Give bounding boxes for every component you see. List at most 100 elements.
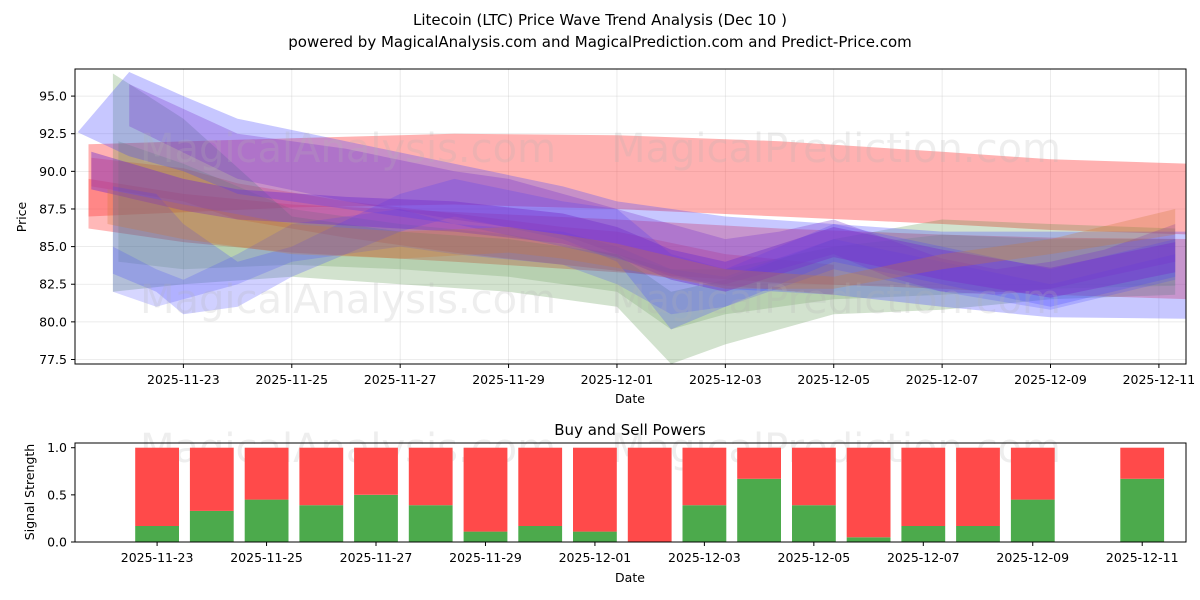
price-x-axis-label: Date bbox=[615, 391, 645, 406]
buy-bar bbox=[354, 494, 398, 542]
sell-bar bbox=[846, 447, 891, 538]
buy-bar bbox=[1120, 478, 1165, 542]
price-watermark: MagicalPrediction.com bbox=[611, 126, 1061, 172]
price-y-tick-label: 92.5 bbox=[39, 126, 67, 141]
buy-sell-y-tick-label: 1.0 bbox=[47, 440, 67, 455]
chart-subtitle: powered by MagicalAnalysis.com and Magic… bbox=[288, 33, 912, 51]
price-wave-band bbox=[112, 178, 1176, 330]
buy-sell-x-tick-label: 2025-12-09 bbox=[996, 550, 1069, 565]
price-x-tick-label: 2025-11-25 bbox=[255, 372, 328, 387]
buy-bar bbox=[792, 505, 836, 542]
buy-sell-x-tick-label: 2025-12-11 bbox=[1106, 550, 1179, 565]
sell-bar bbox=[627, 447, 672, 542]
price-x-tick-label: 2025-11-29 bbox=[472, 372, 545, 387]
sell-bar bbox=[244, 447, 289, 500]
sell-bar bbox=[1120, 447, 1165, 479]
sell-bar bbox=[737, 447, 781, 479]
price-watermarks: MagicalAnalysis.com MagicalPrediction.co… bbox=[140, 126, 1061, 323]
buy-sell-x-tick-label: 2025-12-05 bbox=[778, 550, 851, 565]
sell-bar bbox=[463, 447, 508, 532]
sell-bar bbox=[682, 447, 727, 506]
buy-sell-x-tick-label: 2025-11-23 bbox=[121, 550, 194, 565]
buy-sell-plot-frame bbox=[74, 442, 1187, 543]
buy-bar bbox=[573, 531, 617, 542]
buy-sell-y-tick-label: 0.0 bbox=[47, 535, 67, 550]
price-x-tick-label: 2025-11-27 bbox=[364, 372, 437, 387]
price-wave-band bbox=[77, 72, 1186, 319]
price-y-tick-label: 95.0 bbox=[39, 89, 67, 104]
price-x-axis: 2025-11-23 2025-11-25 2025-11-27 2025-11-29… bbox=[147, 364, 1195, 387]
buy-sell-x-tick-label: 2025-11-25 bbox=[230, 550, 303, 565]
buy-sell-x-axis: 2025-11-23 2025-11-25 2025-11-27 2025-11-29… bbox=[121, 542, 1179, 565]
price-x-tick-label: 2025-12-07 bbox=[906, 372, 979, 387]
sell-bar bbox=[573, 447, 617, 532]
buy-sell-title: Buy and Sell Powers bbox=[554, 421, 706, 439]
sell-bar bbox=[408, 447, 453, 506]
price-y-tick-label: 85.0 bbox=[39, 239, 67, 254]
price-x-tick-label: 2025-12-03 bbox=[689, 372, 762, 387]
buy-sell-x-tick-label: 2025-12-07 bbox=[887, 550, 960, 565]
buy-bar bbox=[189, 510, 234, 542]
price-band-group bbox=[77, 72, 1186, 364]
price-x-tick-label: 2025-12-01 bbox=[581, 372, 654, 387]
sell-bar bbox=[518, 447, 563, 526]
buy-bar bbox=[135, 526, 179, 542]
buy-sell-chart: Buy and Sell Powers MagicalAnalysis.com … bbox=[22, 421, 1187, 585]
price-wave-band bbox=[112, 209, 1176, 315]
price-y-tick-label: 82.5 bbox=[39, 277, 67, 292]
price-wave-band bbox=[88, 178, 1186, 300]
price-wave-band bbox=[112, 73, 1176, 364]
price-plot-frame bbox=[74, 68, 1187, 365]
price-x-tick-label: 2025-11-23 bbox=[147, 372, 220, 387]
buy-sell-x-tick-label: 2025-11-27 bbox=[340, 550, 413, 565]
chart-title: Litecoin (LTC) Price Wave Trend Analysis… bbox=[413, 11, 787, 29]
buy-sell-x-axis-label: Date bbox=[615, 570, 645, 585]
price-wave-band bbox=[91, 157, 834, 295]
price-wave-band bbox=[88, 133, 1186, 235]
price-wave-chart: MagicalAnalysis.com MagicalPrediction.co… bbox=[14, 68, 1195, 406]
price-wave-band bbox=[118, 141, 1176, 330]
buy-bar bbox=[244, 499, 289, 542]
sell-bar bbox=[135, 447, 179, 526]
price-y-tick-label: 87.5 bbox=[39, 201, 67, 216]
buy-sell-x-tick-label: 2025-11-29 bbox=[449, 550, 522, 565]
price-x-tick-label: 2025-12-11 bbox=[1123, 372, 1196, 387]
buy-sell-x-tick-label: 2025-12-01 bbox=[559, 550, 632, 565]
price-wave-band bbox=[107, 189, 1176, 289]
buy-bar bbox=[846, 537, 891, 542]
sell-bar bbox=[901, 447, 946, 526]
sell-bar bbox=[956, 447, 1000, 526]
price-wave-band bbox=[91, 151, 1176, 298]
price-y-tick-label: 77.5 bbox=[39, 352, 67, 367]
price-x-tick-label: 2025-12-09 bbox=[1014, 372, 1087, 387]
price-watermark: MagicalAnalysis.com bbox=[140, 126, 556, 172]
price-y-tick-label: 90.0 bbox=[39, 164, 67, 179]
price-watermark: MagicalPrediction.com bbox=[611, 277, 1061, 323]
sell-bar bbox=[299, 447, 344, 506]
sell-bar bbox=[1010, 447, 1055, 500]
price-x-tick-label: 2025-12-05 bbox=[797, 372, 870, 387]
price-grid bbox=[75, 69, 1186, 364]
buy-bar bbox=[682, 505, 727, 542]
price-plot-area bbox=[75, 69, 1186, 364]
buy-bar bbox=[1010, 499, 1055, 542]
buy-sell-y-axis: 0.0 0.5 1.0 bbox=[47, 440, 75, 550]
buy-sell-y-tick-label: 0.5 bbox=[47, 487, 67, 502]
price-y-axis: 77.5 80.0 82.5 85.0 87.5 90.0 92.5 95.0 bbox=[39, 89, 75, 367]
sell-bar bbox=[189, 447, 234, 511]
buy-bar bbox=[737, 478, 781, 542]
buy-sell-y-axis-label: Signal Strength bbox=[22, 444, 37, 540]
sell-bar bbox=[792, 447, 836, 506]
buy-bar bbox=[408, 505, 453, 542]
price-wave-band bbox=[129, 84, 1176, 295]
buy-bar bbox=[518, 526, 563, 542]
sell-bar bbox=[354, 447, 398, 495]
price-bands bbox=[77, 72, 1186, 364]
buy-sell-bars bbox=[135, 447, 1165, 542]
buy-sell-x-tick-label: 2025-12-03 bbox=[668, 550, 741, 565]
buy-bar bbox=[901, 526, 946, 542]
price-watermark: MagicalAnalysis.com bbox=[140, 277, 556, 323]
buy-bar bbox=[956, 526, 1000, 542]
buy-bar bbox=[299, 505, 344, 542]
